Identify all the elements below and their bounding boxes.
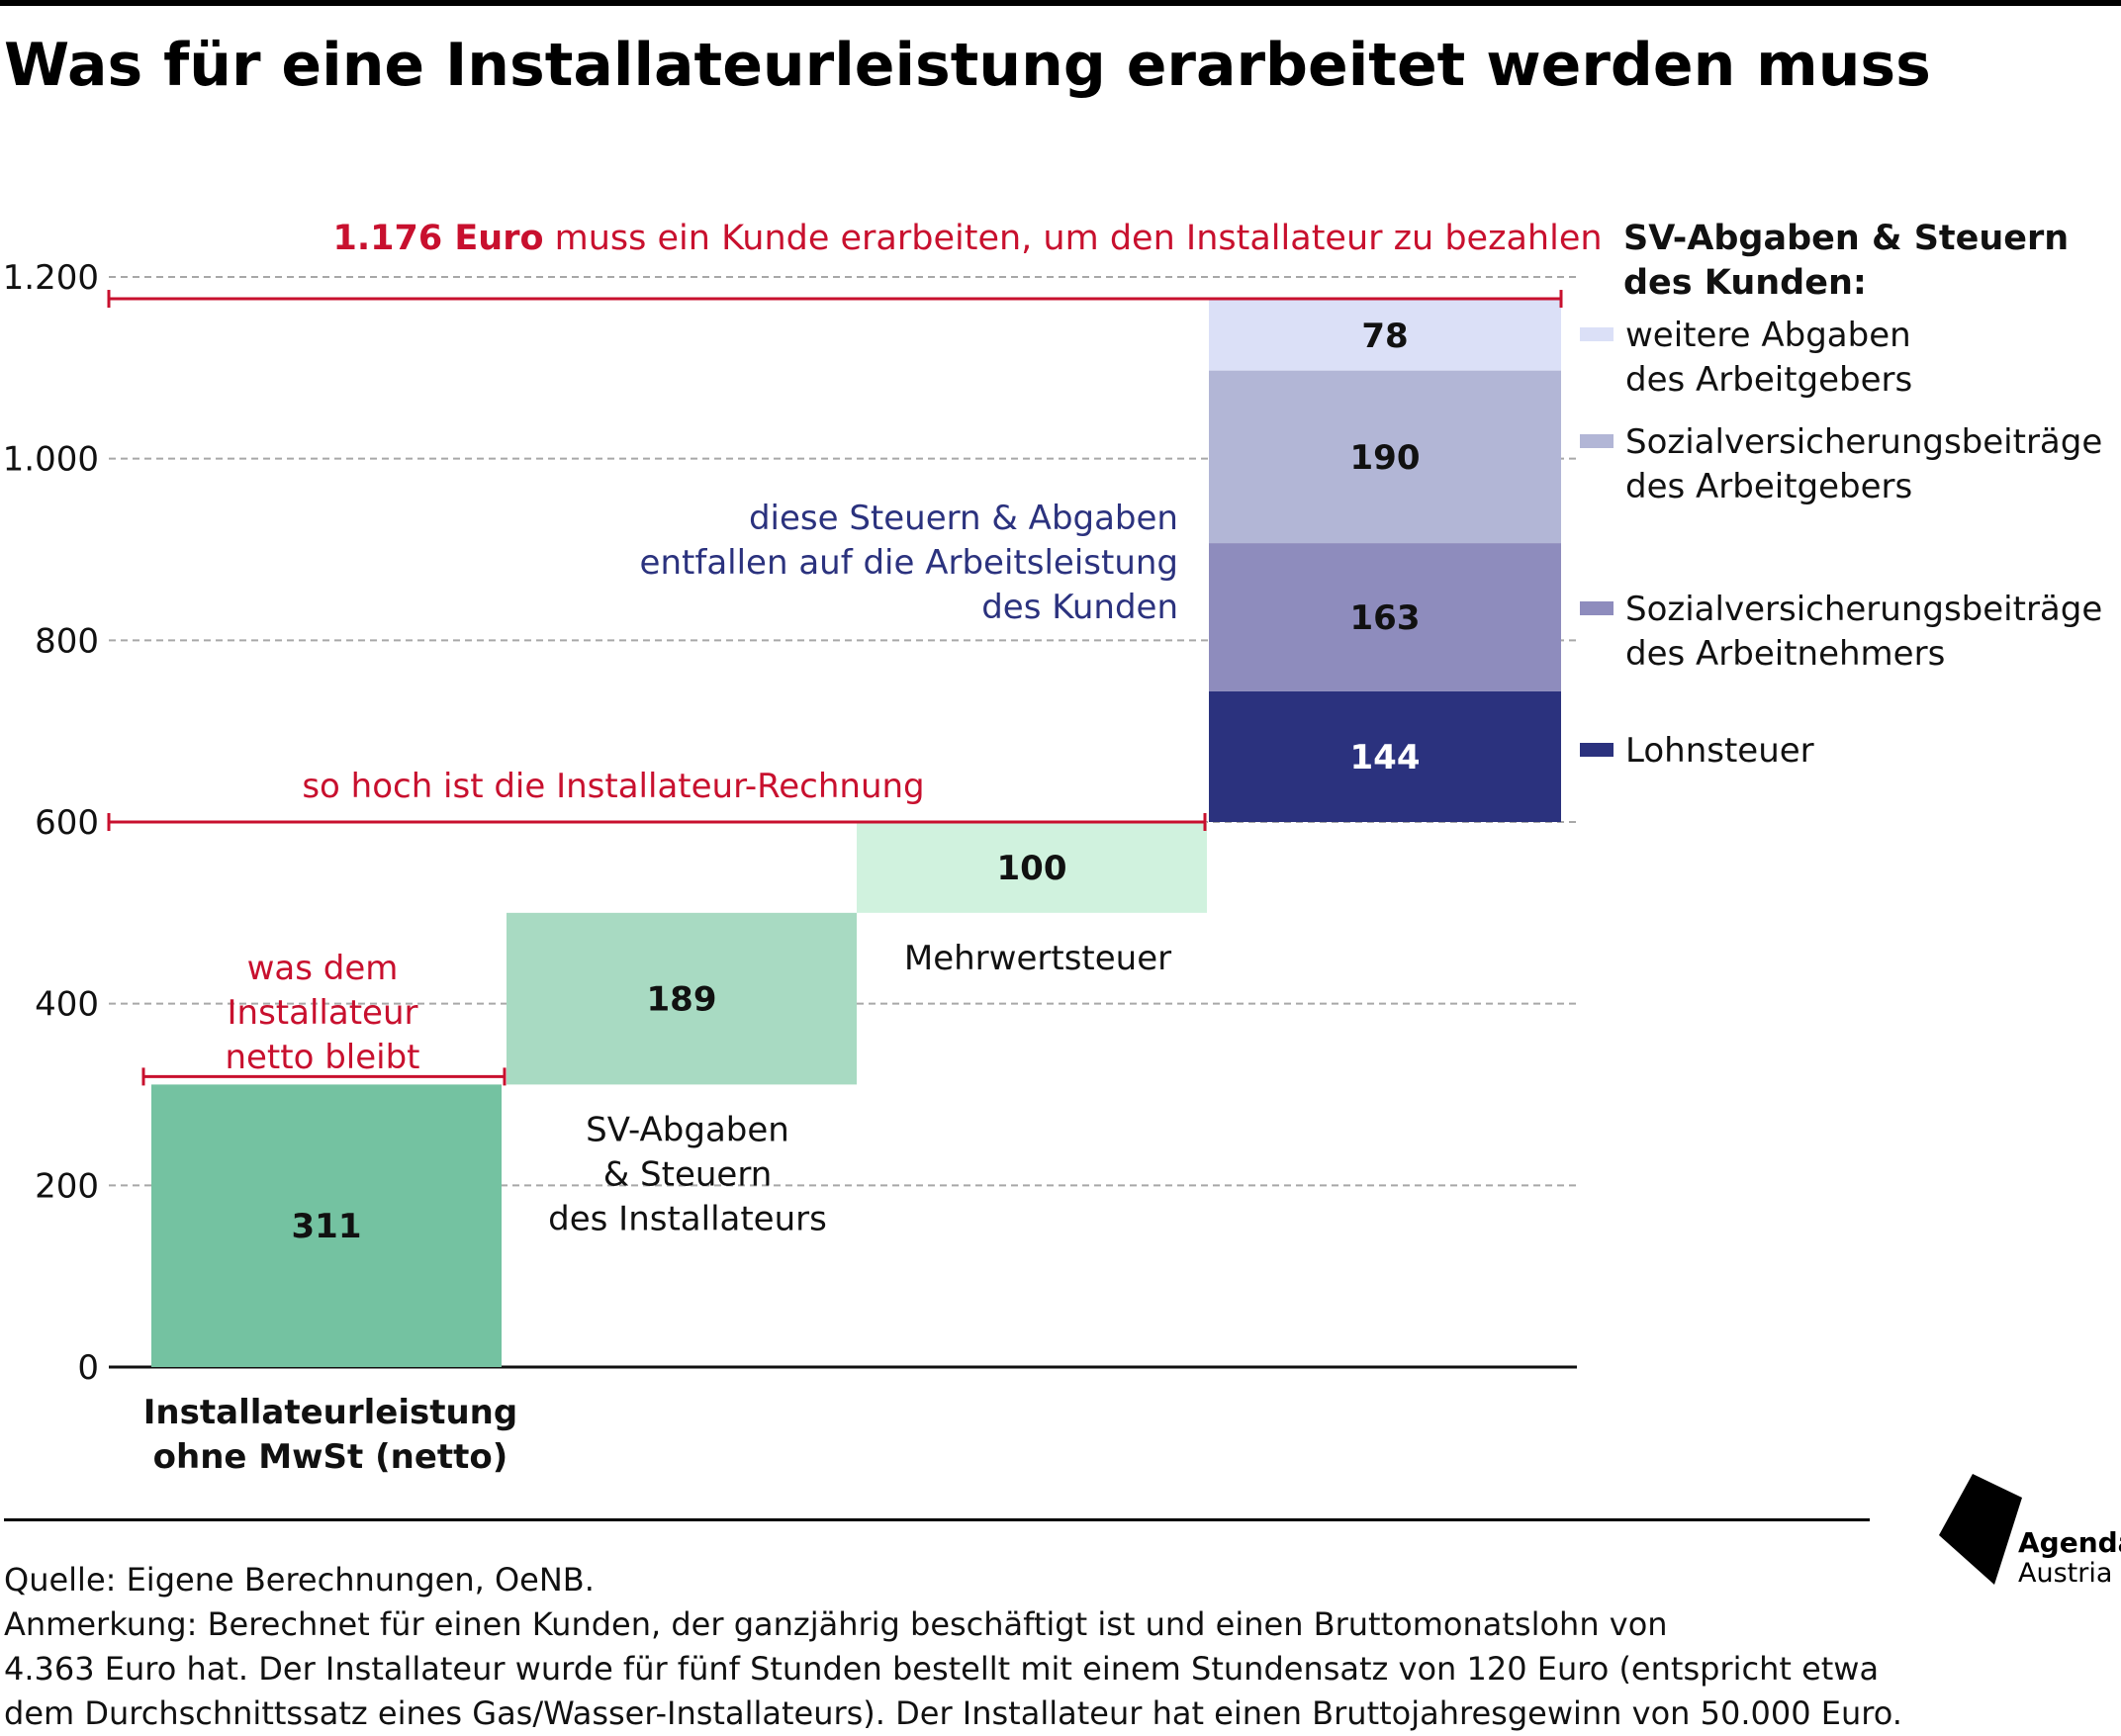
segment-value-label: 144 (1350, 738, 1421, 777)
category-label: Mehrwertsteuer (904, 939, 1171, 978)
customer-annotation: diese Steuern & Abgaben (749, 499, 1178, 538)
waterfall-chart: Was für eine Installateurleistung erarbe… (0, 0, 2121, 1521)
category-label: Installateurleistung (143, 1393, 517, 1432)
y-tick-label: 0 (77, 1348, 99, 1388)
net-annotation: was dem (247, 949, 399, 988)
y-tick-label: 1.000 (3, 440, 99, 480)
y-tick-label: 400 (35, 985, 99, 1025)
y-tick-label: 600 (35, 803, 99, 843)
note-line-1: Anmerkung: Berechnet für einen Kunden, d… (4, 1605, 1668, 1643)
legend-title: SV-Abgaben & Steuern (1623, 219, 2069, 258)
segment-value-label: 163 (1350, 598, 1421, 638)
stack-segment (1209, 690, 1561, 822)
invoice-annotation: so hoch ist die Installateur-Rechnung (302, 767, 924, 806)
legend-label: Sozialversicherungsbeiträge (1625, 422, 2102, 462)
total-annotation-bold: 1.176 Euro (332, 219, 543, 258)
legend-label: Sozialversicherungsbeiträge (1625, 590, 2102, 629)
stack-segment (1209, 543, 1561, 691)
category-label: SV-Abgaben (586, 1110, 789, 1149)
logo-line1: Agenda (2018, 1526, 2121, 1559)
category-label: ohne MwSt (netto) (153, 1437, 508, 1477)
bars: 311 Installateurleistung ohne MwSt (netto)… (143, 299, 1561, 1477)
logo-line2: Austria (2018, 1558, 2112, 1589)
y-tick-label: 1.200 (3, 258, 99, 298)
footer: Quelle: Eigene Berechnungen, OeNB. Anmer… (4, 1558, 2101, 1736)
bar-value-label: 100 (997, 849, 1067, 888)
stack-segment (1209, 370, 1561, 544)
legend-swatch (1580, 327, 1614, 341)
segment-value-label: 190 (1350, 438, 1421, 478)
stack-segment (1209, 299, 1561, 371)
note-line-2: 4.363 Euro hat. Der Installateur wurde f… (4, 1650, 1880, 1688)
note-line-3: dem Durchschnittssatz eines Gas/Wasser-I… (4, 1694, 1902, 1732)
legend-swatch (1580, 434, 1614, 448)
legend-label: des Arbeitgebers (1625, 360, 1912, 400)
agenda-austria-logo: Agenda Austria (1939, 1474, 2121, 1589)
net-annotation: netto bleibt (225, 1038, 419, 1077)
bar-value-label: 311 (292, 1207, 362, 1246)
y-tick-label: 800 (35, 621, 99, 661)
segment-value-label: 78 (1361, 317, 1408, 356)
total-annotation: 1.176 Euro muss ein Kunde erarbeiten, um… (332, 219, 1602, 258)
logo-mark-icon (1939, 1474, 2022, 1585)
top-rule (0, 0, 2121, 6)
total-annotation-text: muss ein Kunde erarbeiten, um den Instal… (544, 219, 1603, 258)
customer-annotation: entfallen auf die Arbeitsleistung (640, 543, 1178, 583)
legend-label: des Arbeitgebers (1625, 467, 1912, 506)
chart-title: Was für eine Installateurleistung erarbe… (4, 31, 1931, 100)
legend: SV-Abgaben & Steuern des Kunden: weitere A… (1580, 219, 2102, 771)
legend-label: Lohnsteuer (1625, 731, 1814, 771)
annotations: 1.176 Euro muss ein Kunde erarbeiten, um… (107, 219, 1603, 1086)
legend-title: des Kunden: (1623, 263, 1867, 303)
net-annotation: Installateur (228, 993, 418, 1033)
bar-2 (507, 912, 857, 1085)
y-tick-label: 200 (35, 1166, 99, 1206)
bar-value-label: 189 (647, 980, 717, 1020)
bottom-rule (4, 1518, 1870, 1521)
bar-3 (857, 822, 1207, 913)
category-label: des Installateurs (548, 1199, 827, 1238)
category-label: & Steuern (603, 1154, 773, 1194)
legend-swatch (1580, 601, 1614, 615)
legend-label: des Arbeitnehmers (1625, 634, 1945, 674)
legend-swatch (1580, 743, 1614, 757)
bar-1 (151, 1084, 502, 1367)
legend-label: weitere Abgaben (1625, 316, 1911, 355)
source-text: Quelle: Eigene Berechnungen, OeNB. (4, 1561, 595, 1599)
customer-annotation: des Kunden (981, 588, 1178, 627)
